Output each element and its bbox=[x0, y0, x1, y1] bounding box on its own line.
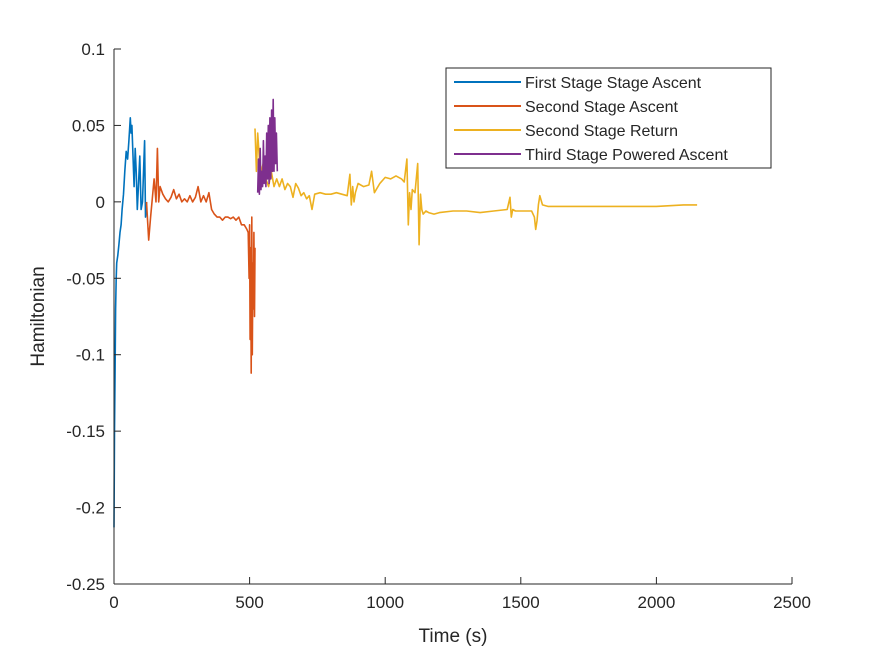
legend-label: Second Stage Return bbox=[525, 123, 678, 140]
y-tick-label: 0.1 bbox=[81, 40, 105, 59]
y-tick-label: 0.05 bbox=[72, 116, 105, 135]
plot-lines bbox=[113, 98, 698, 528]
x-tick-label: 2000 bbox=[637, 593, 675, 612]
axes bbox=[113, 49, 792, 585]
x-tick-label: 1000 bbox=[366, 593, 404, 612]
legend: First Stage Stage Ascent Second Stage Asc… bbox=[445, 67, 772, 169]
series-line-1 bbox=[113, 117, 148, 528]
x-tick-label: 500 bbox=[235, 593, 263, 612]
y-tick-label: 0 bbox=[96, 193, 105, 212]
x-tick-label: 0 bbox=[109, 593, 118, 612]
legend-label: Third Stage Powered Ascent bbox=[525, 147, 728, 164]
x-ticks: 0 500 1000 1500 2000 2500 bbox=[109, 577, 811, 612]
y-axis-label: Hamiltonian bbox=[28, 266, 49, 366]
legend-label: First Stage Stage Ascent bbox=[525, 75, 702, 92]
x-axis-label: Time (s) bbox=[419, 626, 488, 647]
legend-label: Second Stage Ascent bbox=[525, 99, 679, 116]
x-tick-label: 2500 bbox=[773, 593, 811, 612]
y-tick-label: -0.1 bbox=[76, 346, 105, 365]
x-tick-label: 1500 bbox=[502, 593, 540, 612]
legend-box bbox=[445, 67, 772, 169]
y-tick-label: -0.2 bbox=[76, 499, 105, 518]
y-tick-label: -0.25 bbox=[66, 575, 105, 594]
series-line-3 bbox=[254, 128, 698, 246]
y-tick-label: -0.15 bbox=[66, 422, 105, 441]
y-ticks: -0.25 -0.2 -0.15 -0.1 -0.05 0 0.05 0.1 bbox=[66, 40, 121, 594]
y-tick-label: -0.05 bbox=[66, 269, 105, 288]
series-line-2 bbox=[145, 147, 256, 374]
series-line-4 bbox=[256, 98, 279, 195]
